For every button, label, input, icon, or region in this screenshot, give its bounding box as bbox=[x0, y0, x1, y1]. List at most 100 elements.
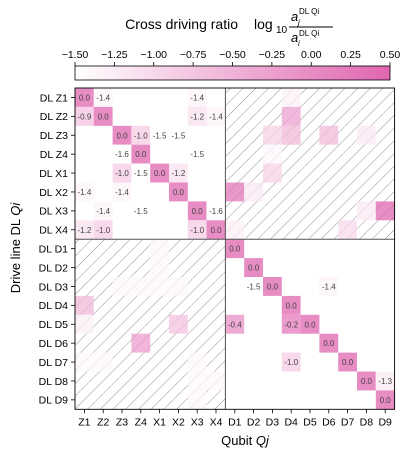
cell-value-label: -1.4 bbox=[96, 207, 110, 216]
cell-value-label: -1.5 bbox=[134, 207, 148, 216]
heatmap-cell bbox=[187, 201, 207, 221]
heatmap-cell bbox=[75, 182, 94, 202]
colorbar-tick-label: 0.50 bbox=[380, 49, 401, 61]
cell-value-label: -1.2 bbox=[190, 112, 204, 121]
cell-value-label: -1.4 bbox=[96, 93, 110, 102]
colorbar-tick-label: −1.25 bbox=[101, 49, 128, 61]
cell-value-label: 0.0 bbox=[248, 264, 260, 273]
colorbar-title-text: Cross driving ratio bbox=[125, 16, 238, 32]
cell-value-label: 0.0 bbox=[323, 339, 335, 348]
heatmap-cell bbox=[150, 277, 169, 296]
x-tick-label: X2 bbox=[172, 416, 185, 428]
cell-value-label: 0.0 bbox=[192, 207, 204, 216]
cell-value-label: -0.2 bbox=[284, 320, 298, 329]
x-tick-label: D1 bbox=[228, 416, 242, 428]
heatmap-cell bbox=[169, 125, 188, 145]
y-tick-label: DL D8 bbox=[39, 376, 69, 388]
heatmap-cell bbox=[244, 277, 263, 296]
y-tick-label: DL X4 bbox=[39, 225, 68, 237]
cell-value-label: -1.0 bbox=[96, 226, 110, 235]
heatmap-cell bbox=[131, 163, 151, 183]
heatmap-cell bbox=[319, 333, 339, 353]
colorbar-tick-label: −0.25 bbox=[259, 49, 286, 61]
x-tick-label: Z2 bbox=[97, 416, 109, 428]
heatmap-cell bbox=[300, 314, 320, 334]
y-axis-label-var: Qi bbox=[8, 202, 23, 216]
heatmap-cell bbox=[187, 390, 207, 410]
heatmap-cell bbox=[206, 106, 226, 126]
x-axis-label-var: Qj bbox=[256, 433, 270, 448]
colorbar-formula-denominator-sub: i bbox=[298, 39, 300, 48]
y-tick-label: DL D7 bbox=[39, 357, 69, 369]
heatmap-cell bbox=[75, 314, 94, 334]
heatmap-cell bbox=[75, 220, 94, 240]
heatmap-cell bbox=[281, 88, 301, 107]
colorbar-tick-label: 0.00 bbox=[301, 49, 322, 61]
heatmap-cell bbox=[225, 314, 245, 334]
heatmap-cell bbox=[75, 352, 94, 372]
x-tick-label: X4 bbox=[210, 416, 223, 428]
colorbar-tick-label: 0.25 bbox=[340, 49, 361, 61]
x-tick-label: D5 bbox=[303, 416, 317, 428]
x-tick-label: D9 bbox=[378, 416, 392, 428]
y-tick-label: DL D4 bbox=[39, 300, 69, 312]
heatmap-cell bbox=[281, 125, 301, 145]
heatmap-cell bbox=[93, 106, 113, 126]
y-tick-label: DL D1 bbox=[39, 243, 69, 255]
heatmap-cell bbox=[187, 352, 207, 372]
cell-value-label: -1.0 bbox=[284, 358, 298, 367]
colorbar-tick-label: −0.50 bbox=[219, 49, 246, 61]
heatmap-cell bbox=[169, 182, 188, 202]
colorbar-formula-numerator-sup: DL Qi bbox=[299, 7, 319, 16]
heatmap-cell bbox=[319, 125, 339, 145]
heatmap-cell bbox=[112, 182, 132, 202]
heatmap-cell bbox=[169, 163, 188, 183]
x-axis-label-main: Qubit bbox=[221, 433, 256, 448]
cell-value-label: -1.0 bbox=[115, 169, 129, 178]
cell-value-label: 0.0 bbox=[229, 245, 241, 254]
heatmap-cell bbox=[112, 277, 132, 296]
y-tick-label: DL D5 bbox=[39, 319, 69, 331]
colorbar-tick-label: −1.00 bbox=[140, 49, 167, 61]
cell-value-label: -1.4 bbox=[322, 282, 336, 291]
heatmap-cell bbox=[131, 277, 151, 296]
x-tick-label: D6 bbox=[322, 416, 336, 428]
cell-value-label: 0.0 bbox=[267, 282, 279, 291]
cell-value-label: 0.0 bbox=[98, 112, 110, 121]
cell-value-label: 0.0 bbox=[79, 93, 91, 102]
colorbar-gradient bbox=[74, 65, 391, 81]
cell-value-label: -1.4 bbox=[190, 93, 204, 102]
heatmap-cell bbox=[206, 220, 226, 240]
cell-value-label: -1.4 bbox=[115, 188, 129, 197]
heatmap-cell bbox=[169, 314, 188, 334]
x-tick-label: D4 bbox=[284, 416, 298, 428]
y-tick-label: DL D9 bbox=[39, 395, 69, 407]
cell-value-label: 0.0 bbox=[380, 396, 392, 405]
heatmap-cell bbox=[263, 144, 282, 164]
x-tick-label: D7 bbox=[341, 416, 355, 428]
heatmap-cell bbox=[281, 352, 301, 372]
heatmap-cell bbox=[263, 125, 282, 145]
colorbar: −1.50 −1.25 −1.00 −0.75 −0.50 −0.25 0.00 0.25 0.… bbox=[62, 49, 401, 81]
heatmap-cell bbox=[112, 125, 132, 145]
x-axis-label: Qubit Qj bbox=[221, 433, 270, 448]
y-tick-label: DL D3 bbox=[39, 281, 69, 293]
x-tick-label: Z4 bbox=[135, 416, 147, 428]
cell-value-label: -0.9 bbox=[78, 112, 92, 121]
heatmap-cell bbox=[375, 390, 395, 410]
heatmap-cell bbox=[187, 371, 207, 391]
cell-value-label: 0.0 bbox=[286, 301, 298, 310]
y-tick-label: DL X2 bbox=[39, 187, 68, 199]
heatmap-cell bbox=[150, 258, 169, 277]
cell-value-label: -1.6 bbox=[115, 150, 129, 159]
cell-value-label: -1.5 bbox=[190, 150, 204, 159]
y-tick-label: DL X1 bbox=[39, 168, 68, 180]
colorbar-tick-label: −0.75 bbox=[180, 49, 207, 61]
heatmap-cell bbox=[93, 220, 113, 240]
heatmap-cell bbox=[357, 371, 376, 391]
heatmap-cell bbox=[187, 144, 207, 164]
heatmap-cell bbox=[225, 182, 245, 202]
cell-value-label: 0.0 bbox=[361, 377, 373, 386]
y-tick-label: DL X3 bbox=[39, 206, 68, 218]
y-tick-label: DL D6 bbox=[39, 338, 69, 350]
